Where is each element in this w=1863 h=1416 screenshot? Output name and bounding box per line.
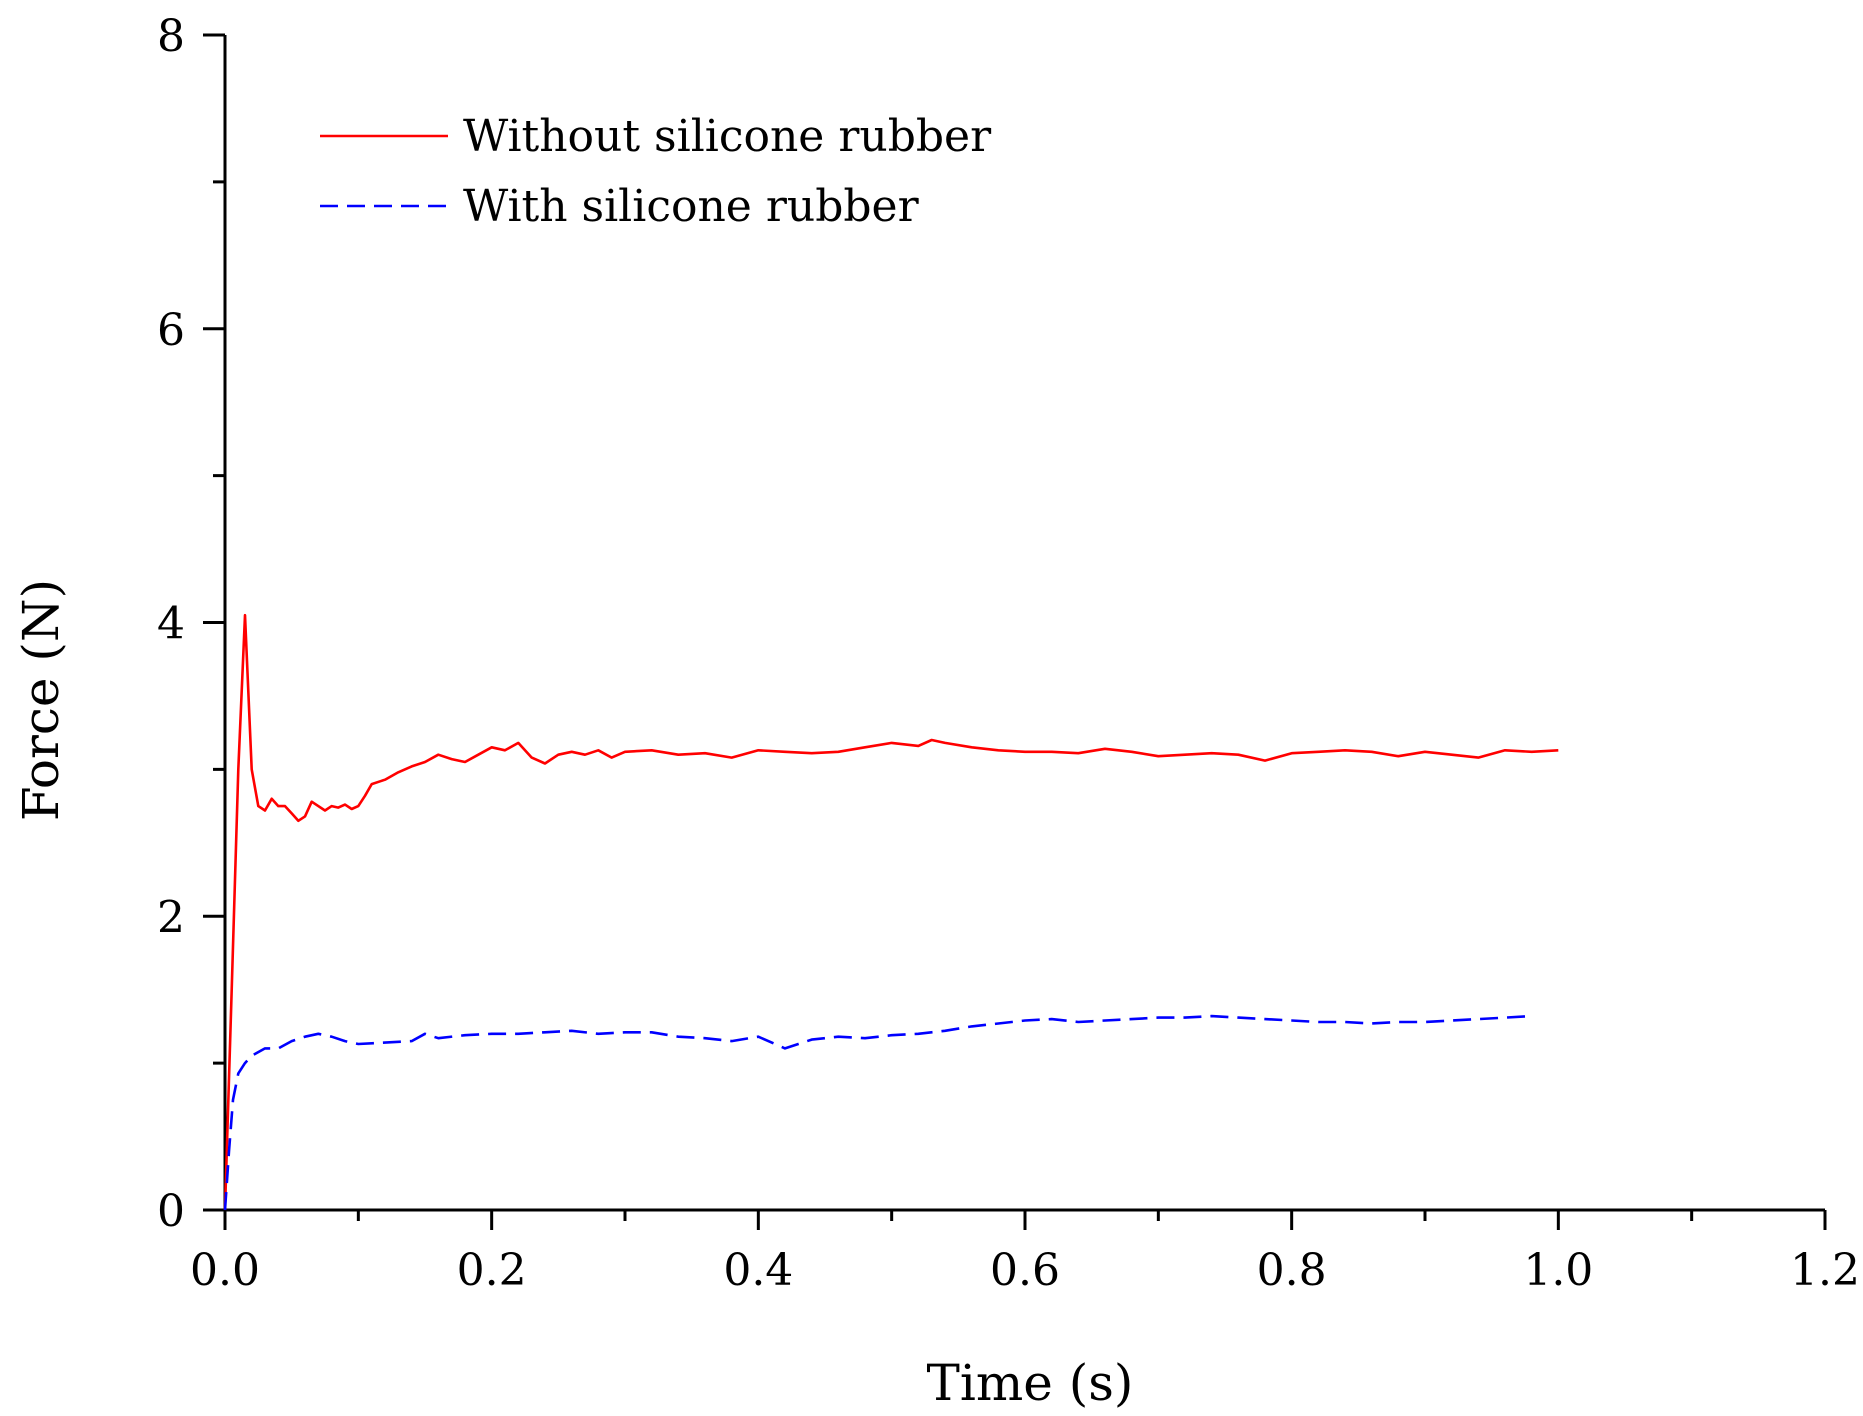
x-tick-label: 0.8 (1257, 1245, 1327, 1296)
series-line-without-silicone-rubber (223, 613, 1559, 1211)
legend-label: Without silicone rubber (463, 111, 992, 162)
legend-label: With silicone rubber (463, 181, 920, 232)
y-tick-label: 8 (157, 11, 185, 62)
y-axis-title: Force (N) (12, 579, 70, 821)
x-tick-label: 0.0 (190, 1245, 260, 1296)
x-axis-title: Time (s) (927, 1354, 1134, 1412)
axis-tick-labels: 0.0 0.2 0.4 0.6 0.8 1.0 1.2 0 2 4 6 8 (157, 11, 1860, 1296)
y-tick-label: 4 (157, 599, 185, 650)
legend: Without silicone rubber With silicone rub… (320, 111, 992, 232)
y-tick-label: 6 (157, 305, 185, 356)
x-tick-label: 1.0 (1523, 1245, 1593, 1296)
y-tick-label: 2 (157, 892, 185, 943)
x-tick-label: 0.6 (990, 1245, 1060, 1296)
x-tick-label: 1.2 (1790, 1245, 1860, 1296)
x-tick-label: 0.4 (723, 1245, 793, 1296)
series-lines (223, 613, 1559, 1211)
series-line-with-silicone-rubber (223, 1014, 1532, 1211)
y-tick-label: 0 (157, 1186, 185, 1237)
x-tick-label: 0.2 (457, 1245, 527, 1296)
axis-ticks (203, 33, 1827, 1230)
